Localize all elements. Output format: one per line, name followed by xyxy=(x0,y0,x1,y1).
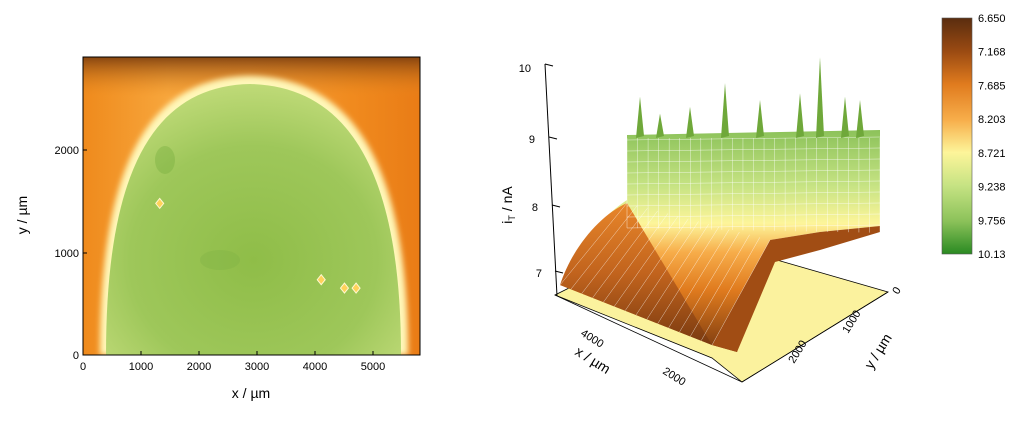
surface-spike xyxy=(841,96,849,138)
colorbar: 6.650 7.168 7.685 8.203 8.721 9.238 9.756 10.13 xyxy=(941,13,1006,261)
surface-spike xyxy=(656,113,664,138)
colorbar-labels: 6.650 7.168 7.685 8.203 8.721 9.238 9.756 10.13 xyxy=(978,13,1006,261)
heatmap-y-tick: 1000 xyxy=(55,248,79,260)
colorbar-gradient xyxy=(941,17,973,255)
surface-grid-line xyxy=(559,202,628,286)
surface-grid-line xyxy=(626,158,881,163)
surface-grid-line xyxy=(690,234,750,337)
surface-z-tick: 8 xyxy=(532,202,538,214)
heatmap-frame xyxy=(82,56,421,356)
heatmap-image xyxy=(83,57,420,355)
surface-spikes xyxy=(636,57,864,138)
surface-grid-line xyxy=(603,213,669,303)
colorbar-label: 7.168 xyxy=(978,47,1006,59)
heatmap-x-tick: 2000 xyxy=(187,361,211,373)
surface-z-tick: 9 xyxy=(529,134,535,146)
surface-grid-line xyxy=(711,239,771,346)
surface-grid xyxy=(559,136,881,346)
surface-spike xyxy=(856,100,864,138)
surface-grid-line xyxy=(626,147,881,152)
heatmap-x-tick: 0 xyxy=(80,361,86,373)
surface-grid-line xyxy=(668,229,730,328)
surface-z-label: iT / nA xyxy=(499,186,517,224)
surface-grid-line xyxy=(626,180,881,185)
surface-spike xyxy=(686,106,694,138)
surface-x-label: x / µm xyxy=(572,343,613,377)
surface-grid-line xyxy=(626,136,881,141)
colorbar-label: 9.238 xyxy=(978,182,1006,194)
surface-grid-line xyxy=(657,226,720,324)
surface-grid-line xyxy=(614,216,679,307)
heatmap-marker xyxy=(155,197,165,210)
surface-grid-line xyxy=(700,237,761,341)
colorbar-label: 9.756 xyxy=(978,215,1006,227)
surface-x-tick: 2000 xyxy=(660,365,687,388)
surface-grid-line xyxy=(626,202,881,207)
heatmap-y-label: y / µm xyxy=(14,196,30,234)
heatmap-y-tick: 2000 xyxy=(55,145,79,157)
surface-mesh xyxy=(560,130,880,352)
heatmap-markers xyxy=(155,197,361,294)
heatmap-y-tick: 0 xyxy=(73,350,79,362)
heatmap-x-axis: 0 1000 2000 3000 4000 5000 x / µm xyxy=(80,351,385,401)
heatmap-x-tick: 3000 xyxy=(245,361,269,373)
heatmap-y-axis: 0 1000 2000 y / µm xyxy=(14,145,87,362)
heatmap-marker xyxy=(316,273,326,286)
surface-z-ticks: 10 9 8 7 xyxy=(519,63,564,280)
surface-spike xyxy=(756,100,764,138)
colorbar-label: 6.650 xyxy=(978,13,1006,25)
surface-spike xyxy=(816,57,824,138)
surface-spike xyxy=(721,83,729,138)
surface-z-tick: 10 xyxy=(519,63,531,75)
surface-spike xyxy=(636,96,644,138)
colorbar-label: 10.13 xyxy=(978,249,1006,261)
heatmap-x-tick: 4000 xyxy=(303,361,327,373)
heatmap-x-tick: 1000 xyxy=(129,361,153,373)
surface-y-tick: 0 xyxy=(890,285,903,297)
heatmap-marker xyxy=(351,282,361,294)
surface-y-label: y / µm xyxy=(861,331,895,372)
surface-grid-line xyxy=(592,210,658,299)
surface-grid-line xyxy=(581,208,648,294)
surface-spike xyxy=(796,93,804,138)
colorbar-label: 8.721 xyxy=(978,148,1006,160)
surface-grid-line xyxy=(626,191,881,196)
surface-grid-line xyxy=(646,224,709,320)
surface-grid-line xyxy=(570,205,638,290)
surface-grid-line xyxy=(626,224,881,229)
colorbar-label: 8.203 xyxy=(978,114,1006,126)
surface-panel: 10 9 8 7 iT / nA 4000 2000 x / µm 0 1000… xyxy=(499,57,904,389)
surface-grid-line xyxy=(624,218,689,311)
surface-grid-line xyxy=(679,231,740,333)
surface-grid-line xyxy=(626,169,881,174)
surface-grid-line xyxy=(626,213,881,218)
surface-z-axis xyxy=(544,63,558,297)
heatmap-x-label: x / µm xyxy=(232,385,270,401)
heatmap-panel: 0 1000 2000 3000 4000 5000 x / µm 0 1000… xyxy=(14,56,421,401)
surface-z-tick: 7 xyxy=(536,268,542,280)
colorbar-label: 7.685 xyxy=(978,80,1006,92)
heatmap-marker xyxy=(339,282,350,294)
surface-grid-line xyxy=(635,221,699,316)
heatmap-x-tick: 5000 xyxy=(361,361,385,373)
